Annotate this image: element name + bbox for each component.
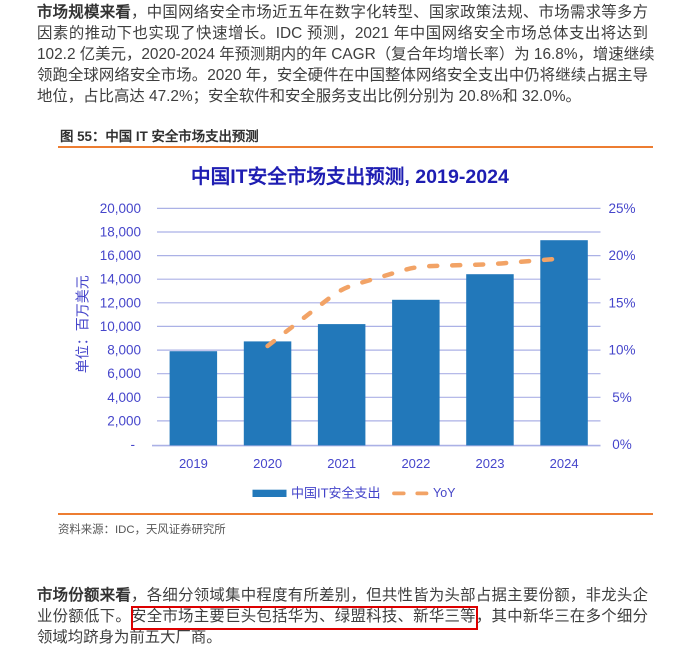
svg-text:20,000: 20,000 xyxy=(100,201,141,216)
svg-text:14,000: 14,000 xyxy=(100,272,141,287)
svg-text:2023: 2023 xyxy=(476,456,505,471)
svg-text:单位：百万美元: 单位：百万美元 xyxy=(75,275,91,373)
svg-text:18,000: 18,000 xyxy=(100,225,141,240)
svg-text:25%: 25% xyxy=(608,201,635,216)
svg-text:2019: 2019 xyxy=(179,456,208,471)
svg-text:中国IT安全支出: 中国IT安全支出 xyxy=(291,486,381,501)
svg-text:YoY: YoY xyxy=(433,486,456,500)
svg-text:4,000: 4,000 xyxy=(107,390,141,405)
svg-text:中国IT安全市场支出预测, 2019-2024: 中国IT安全市场支出预测, 2019-2024 xyxy=(191,165,509,188)
svg-text:8,000: 8,000 xyxy=(107,343,141,358)
svg-text:2024: 2024 xyxy=(550,456,579,471)
svg-text:6,000: 6,000 xyxy=(107,366,141,381)
svg-text:2,000: 2,000 xyxy=(107,413,141,428)
svg-text:20%: 20% xyxy=(608,248,635,263)
svg-text:2020: 2020 xyxy=(253,456,282,471)
svg-text:16,000: 16,000 xyxy=(100,248,141,263)
svg-text:-: - xyxy=(131,437,136,452)
svg-text:2022: 2022 xyxy=(401,456,430,471)
svg-text:0%: 0% xyxy=(612,437,632,452)
svg-text:5%: 5% xyxy=(612,390,632,405)
svg-text:2021: 2021 xyxy=(327,456,356,471)
svg-text:10,000: 10,000 xyxy=(100,319,141,334)
svg-text:12,000: 12,000 xyxy=(100,295,141,310)
svg-text:15%: 15% xyxy=(608,295,635,310)
svg-text:10%: 10% xyxy=(608,343,635,358)
